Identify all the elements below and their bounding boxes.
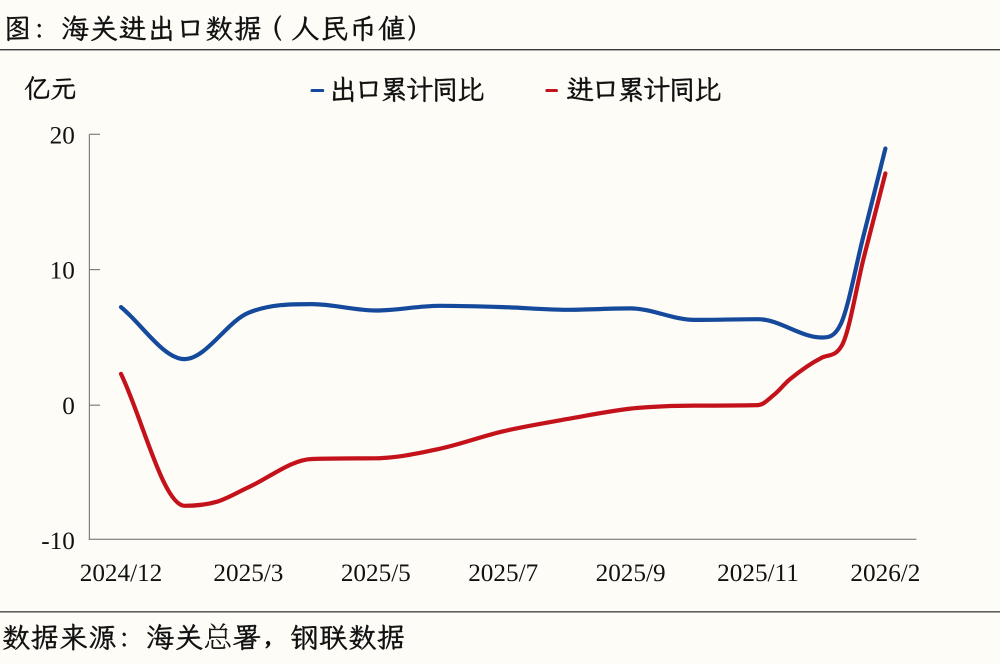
svg-text:2025/11: 2025/11 bbox=[717, 560, 799, 587]
svg-text:2024/12: 2024/12 bbox=[80, 560, 163, 587]
svg-text:10: 10 bbox=[50, 258, 75, 285]
svg-text:-10: -10 bbox=[41, 528, 75, 555]
svg-text:2025/3: 2025/3 bbox=[213, 560, 283, 587]
svg-text:2025/7: 2025/7 bbox=[468, 560, 538, 587]
svg-text:0: 0 bbox=[62, 393, 75, 420]
svg-text:2026/2: 2026/2 bbox=[850, 560, 920, 587]
svg-text:2025/9: 2025/9 bbox=[596, 560, 666, 587]
svg-text:20: 20 bbox=[50, 122, 75, 149]
svg-text:2025/5: 2025/5 bbox=[341, 560, 411, 587]
